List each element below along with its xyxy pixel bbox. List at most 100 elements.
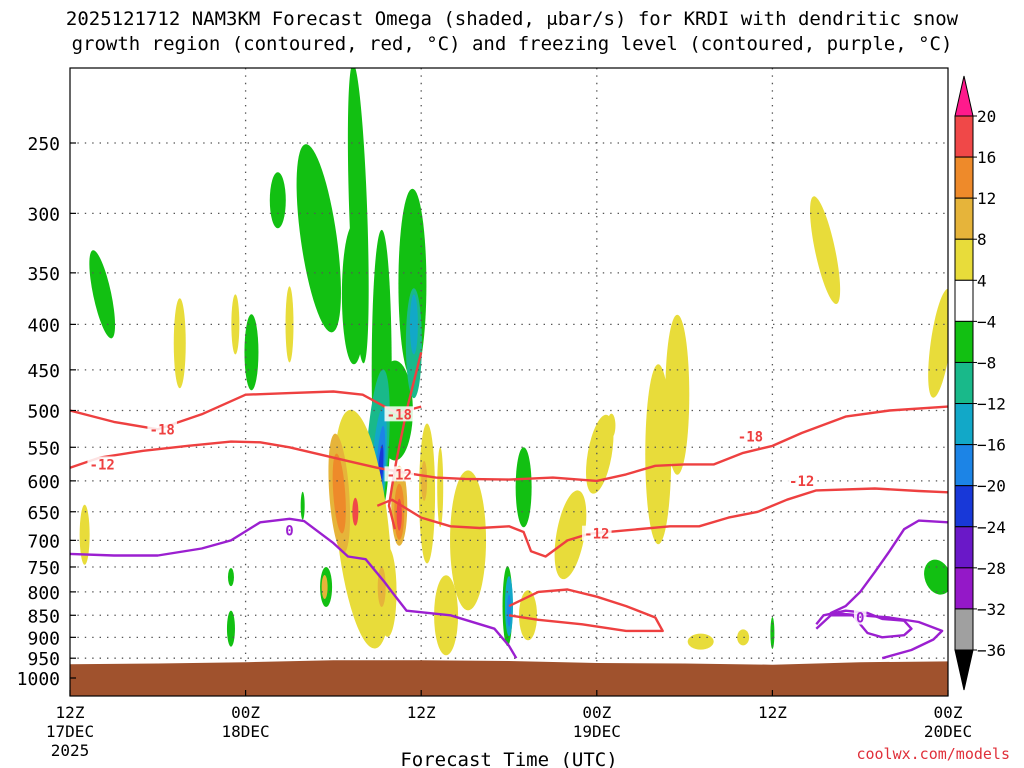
colorbar-bin <box>954 238 974 281</box>
dgz-contour-label-bg <box>87 456 117 472</box>
colorbar-bin <box>954 526 974 569</box>
colorbar-tick-label: 8 <box>977 230 987 249</box>
y-tick-label: 1000 <box>17 669 60 690</box>
grid-layer <box>70 68 948 696</box>
omega-shade <box>450 470 487 611</box>
y-tick-label: 950 <box>27 649 60 670</box>
omega-shade <box>515 447 532 528</box>
colorbar-tick-label: 4 <box>977 271 987 290</box>
x-tick-label-date: 17DEC <box>46 722 94 741</box>
omega-shade <box>333 409 392 649</box>
source-credit: coolwx.com/models <box>856 745 1010 763</box>
omega-shade <box>231 294 240 355</box>
dgz-contour-label-bg <box>384 466 414 482</box>
colorbar-tick-label: −24 <box>977 518 1006 537</box>
y-tick-label: 750 <box>27 558 60 579</box>
x-tick-label-date: 18DEC <box>222 722 270 741</box>
chart-title-line-1: 2025121712 NAM3KM Forecast Omega (shaded… <box>65 8 959 30</box>
colorbar-tick-label: −32 <box>977 600 1006 619</box>
plot-frame <box>69 67 949 697</box>
y-tick-label: 300 <box>27 204 60 225</box>
colorbar-bin <box>954 115 974 158</box>
omega-shade <box>737 629 750 646</box>
colorbar-tick-label: −4 <box>977 312 996 331</box>
omega-shade <box>227 568 234 587</box>
y-tick-label: 850 <box>27 606 60 627</box>
omega-shade <box>419 423 436 564</box>
x-tick-label-time: 12Z <box>758 703 787 722</box>
x-tick-label-time: 00Z <box>934 703 963 722</box>
dgz-contour-minus18-b <box>70 405 948 483</box>
colorbar-bin <box>954 156 974 199</box>
dgz-contour-label-bg <box>147 421 177 437</box>
omega-shade <box>519 590 538 641</box>
colorbar-tick-label: −36 <box>977 641 1006 660</box>
y-tick-label: 250 <box>27 134 60 155</box>
omega-shade <box>409 294 418 355</box>
freezing-level-label-bg <box>853 609 867 625</box>
omega-shade <box>928 288 948 398</box>
dgz-contour-label-bg <box>582 525 612 541</box>
omega-shade <box>665 314 690 475</box>
y-tick-label: 800 <box>27 583 60 604</box>
colorbar-tick-label: −12 <box>977 395 1006 414</box>
x-tick-label-time: 12Z <box>407 703 436 722</box>
dgz-contour-label-bg <box>786 472 817 488</box>
freezing-level-label: 0 <box>856 611 864 627</box>
dgz-contour-label: -18 <box>150 422 175 438</box>
colorbar-tick-label: 16 <box>977 148 996 167</box>
colorbar-bin <box>954 444 974 487</box>
dgz-contour-minus12-c <box>508 588 664 633</box>
omega-shade <box>770 617 775 650</box>
x-tick-label-time: 00Z <box>582 703 611 722</box>
omega-shade <box>79 504 90 565</box>
omega-shade <box>341 224 366 365</box>
y-tick-label: 650 <box>27 503 60 524</box>
omega-shade <box>586 414 614 494</box>
ground-terrain <box>70 660 948 696</box>
omega-shade <box>285 286 294 363</box>
colorbar-tick-label: 20 <box>977 107 996 126</box>
omega-shade <box>300 491 305 520</box>
x-axis-label: Forecast Time (UTC) <box>400 749 617 768</box>
freezing-level-label-bg <box>283 522 296 538</box>
colorbar-bin <box>954 361 974 405</box>
y-tick-label: 500 <box>27 402 60 423</box>
dgz-contour-label: -12 <box>789 474 814 490</box>
colorbar-bin <box>954 403 974 446</box>
colorbar-bin <box>954 608 974 651</box>
omega-shade <box>244 314 259 391</box>
colorbar-bin <box>954 197 974 240</box>
y-tick-label: 700 <box>27 531 60 552</box>
omega-shade <box>173 298 186 389</box>
colorbar-bin <box>954 485 974 528</box>
omega-shade <box>437 447 444 528</box>
y-tick-label: 600 <box>27 472 60 493</box>
omega-shade <box>377 567 386 608</box>
omega-shade <box>332 453 346 534</box>
omega-shade <box>554 490 587 580</box>
colorbar-tick-label: −28 <box>977 559 1006 578</box>
x-tick-label-year: 2025 <box>51 741 90 760</box>
omega-shade <box>507 594 511 627</box>
colorbar-bin <box>954 567 974 610</box>
dgz-contour-label: -12 <box>90 457 115 473</box>
y-tick-label: 550 <box>27 438 60 459</box>
colorbar-tick-label: −16 <box>977 436 1006 455</box>
omega-shade <box>296 144 341 333</box>
omega-shade <box>226 610 235 647</box>
omega-shade <box>687 633 714 650</box>
colorbar-bin-bottom <box>954 649 974 691</box>
y-tick-label: 450 <box>27 361 60 382</box>
colorbar-bin <box>954 320 974 363</box>
colorbar-tick-label: −20 <box>977 477 1006 496</box>
colorbar-bin-top <box>954 75 974 117</box>
y-tick-label: 900 <box>27 628 60 649</box>
x-tick-label-time: 00Z <box>231 703 260 722</box>
colorbar-bin <box>954 279 974 322</box>
omega-shade <box>269 172 286 229</box>
y-axis: 2503003504004505005506006507007508008509… <box>17 134 76 690</box>
omega-shade <box>89 250 116 339</box>
